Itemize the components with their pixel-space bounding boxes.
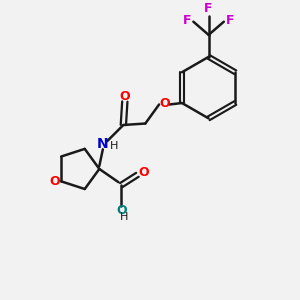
Text: O: O [138, 166, 148, 179]
Text: O: O [50, 176, 60, 188]
Text: N: N [97, 137, 109, 151]
Text: H: H [119, 212, 128, 222]
Text: O: O [159, 98, 170, 110]
Text: O: O [119, 90, 130, 103]
Text: F: F [226, 14, 234, 27]
Text: F: F [204, 2, 213, 15]
Text: H: H [110, 141, 118, 152]
Text: O: O [116, 204, 127, 217]
Text: F: F [183, 14, 192, 27]
